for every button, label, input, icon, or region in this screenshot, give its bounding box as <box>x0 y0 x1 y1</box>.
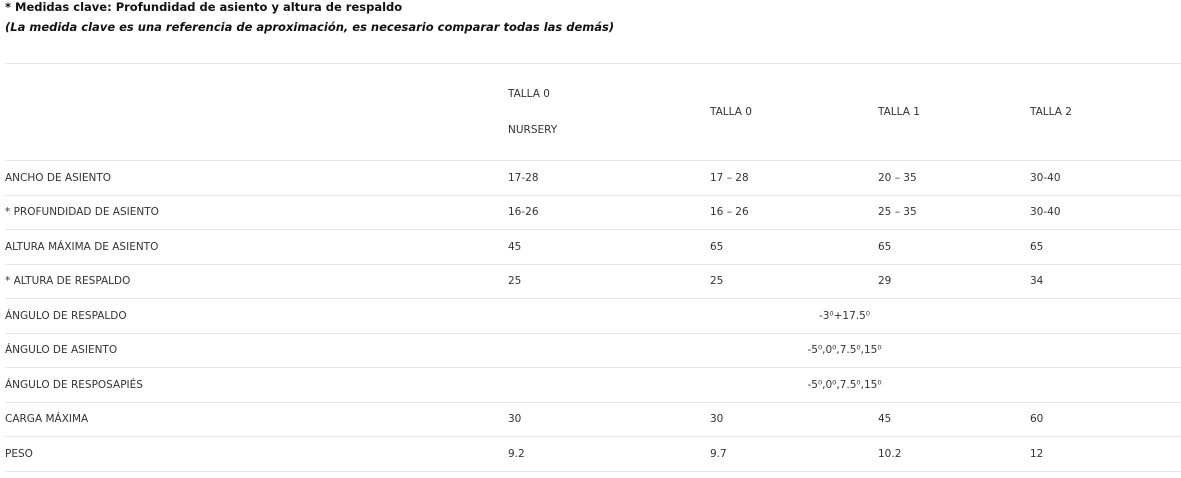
cell-value: 65 <box>710 229 878 265</box>
row-label: ANCHO DE ASIENTO <box>5 160 508 196</box>
cell-value: 12 <box>1030 436 1181 472</box>
header-empty <box>5 63 508 161</box>
cell-value: 30 <box>710 401 878 437</box>
cell-value: 9.2 <box>508 436 710 472</box>
merged-value: -5⁰,0⁰,7.5⁰,15⁰ <box>508 367 1181 403</box>
cell-value: 29 <box>878 263 1030 299</box>
header-talla0: TALLA 0 <box>710 63 878 161</box>
cell-value: 60 <box>1030 401 1181 437</box>
cell-value: 20 – 35 <box>878 160 1030 196</box>
header-talla0-nursery: TALLA 0 NURSERY <box>508 63 710 161</box>
table-row: * ALTURA DE RESPALDO 25 25 29 34 <box>5 263 1181 299</box>
cell-value: 16-26 <box>508 194 710 230</box>
disclaimer-note: (La medida clave es una referencia de ap… <box>5 20 615 34</box>
header-talla1: TALLA 1 <box>878 63 1030 161</box>
header-line: NURSERY <box>508 124 558 136</box>
cell-value: 25 <box>508 263 710 299</box>
table-header-row: TALLA 0 NURSERY TALLA 0 TALLA 1 TALLA 2 <box>5 63 1181 161</box>
cell-value: 9.7 <box>710 436 878 472</box>
cell-value: 30-40 <box>1030 194 1181 230</box>
cell-value: 45 <box>508 229 710 265</box>
header-talla2: TALLA 2 <box>1030 63 1181 161</box>
row-label: PESO <box>5 436 508 472</box>
table-row: ÁNGULO DE ASIENTO -5⁰,0⁰,7.5⁰,15⁰ <box>5 332 1181 368</box>
cell-value: 17 – 28 <box>710 160 878 196</box>
cell-value: 10.2 <box>878 436 1030 472</box>
cell-value: 34 <box>1030 263 1181 299</box>
size-specs-table: TALLA 0 NURSERY TALLA 0 TALLA 1 TALLA 2 … <box>5 63 1181 472</box>
row-label: ÁNGULO DE RESPALDO <box>5 298 508 334</box>
key-measures-note: * Medidas clave: Profundidad de asiento … <box>5 0 403 14</box>
row-label: * ALTURA DE RESPALDO <box>5 263 508 299</box>
row-label: ÁNGULO DE RESPOSAPIÉS <box>5 367 508 403</box>
cell-value: 16 – 26 <box>710 194 878 230</box>
merged-value: -5⁰,0⁰,7.5⁰,15⁰ <box>508 332 1181 368</box>
table-row: PESO 9.2 9.7 10.2 12 <box>5 436 1181 472</box>
table-row: * PROFUNDIDAD DE ASIENTO 16-26 16 – 26 25 –… <box>5 194 1181 230</box>
row-label: ALTURA MÁXIMA DE ASIENTO <box>5 229 508 265</box>
cell-value: 30 <box>508 401 710 437</box>
cell-value: 30-40 <box>1030 160 1181 196</box>
cell-value: 65 <box>1030 229 1181 265</box>
cell-value: 25 <box>710 263 878 299</box>
table-row: ALTURA MÁXIMA DE ASIENTO 45 65 65 65 <box>5 229 1181 265</box>
table-row: CARGA MÁXIMA 30 30 45 60 <box>5 401 1181 437</box>
cell-value: 25 – 35 <box>878 194 1030 230</box>
cell-value: 45 <box>878 401 1030 437</box>
row-label: CARGA MÁXIMA <box>5 401 508 437</box>
table-row: ÁNGULO DE RESPALDO -3⁰+17.5⁰ <box>5 298 1181 334</box>
row-label: * PROFUNDIDAD DE ASIENTO <box>5 194 508 230</box>
cell-value: 65 <box>878 229 1030 265</box>
table-row: ÁNGULO DE RESPOSAPIÉS -5⁰,0⁰,7.5⁰,15⁰ <box>5 367 1181 403</box>
row-label: ÁNGULO DE ASIENTO <box>5 332 508 368</box>
cell-value: 17-28 <box>508 160 710 196</box>
header-line: TALLA 0 <box>508 88 550 100</box>
table-row: ANCHO DE ASIENTO 17-28 17 – 28 20 – 35 30-40 <box>5 160 1181 196</box>
merged-value: -3⁰+17.5⁰ <box>508 298 1181 334</box>
